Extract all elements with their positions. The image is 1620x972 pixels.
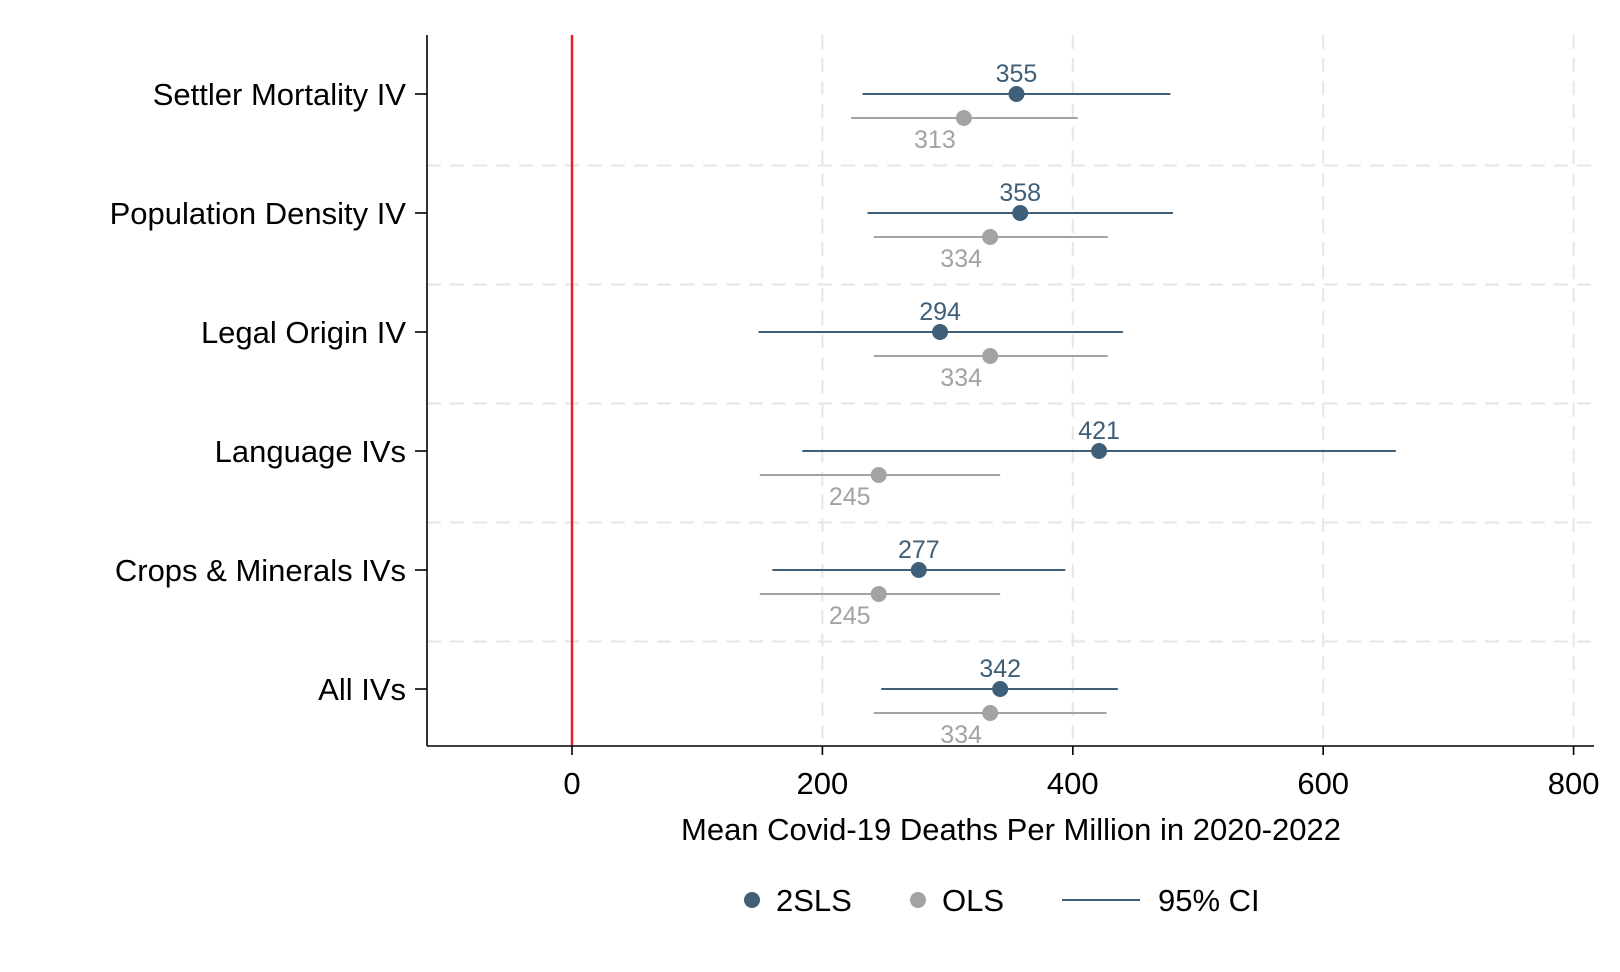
estimate-marks: 355 313 358 334 294 334 421 245 277 245 342 334 — [758, 60, 1396, 749]
data-label-ols: 313 — [914, 126, 956, 154]
y-category-label: Legal Origin IV — [201, 315, 406, 350]
y-category-label: Population Density IV — [110, 196, 407, 231]
point-ols — [982, 229, 999, 245]
axes: 0 200 400 600 800 Settler Mortality IV Populat… — [110, 35, 1600, 801]
legend: 2SLS OLS 95% CI — [744, 883, 1260, 918]
data-label-ols: 334 — [940, 721, 982, 749]
point-2sls — [910, 562, 927, 578]
point-2sls — [1091, 443, 1108, 459]
legend-marker-2sls — [744, 892, 760, 908]
point-2sls — [932, 324, 949, 340]
point-ols — [982, 705, 999, 721]
x-tick-label: 200 — [797, 766, 849, 801]
point-2sls — [992, 681, 1009, 697]
point-2sls — [1008, 86, 1025, 102]
x-axis-title: Mean Covid-19 Deaths Per Million in 2020… — [681, 812, 1341, 847]
y-category-label: Language IVs — [215, 434, 406, 469]
x-tick-label: 400 — [1047, 766, 1099, 801]
point-ols — [982, 348, 999, 364]
data-label-2sls: 342 — [979, 655, 1021, 683]
legend-label-ci: 95% CI — [1158, 883, 1260, 918]
x-tick-label: 0 — [563, 766, 580, 801]
grid-lines — [427, 35, 1594, 746]
data-label-ols: 334 — [940, 245, 982, 273]
point-ols — [870, 586, 887, 602]
legend-label-ols: OLS — [942, 883, 1004, 918]
y-category-label: Settler Mortality IV — [153, 77, 407, 112]
legend-marker-ols — [910, 892, 926, 908]
y-category-label: Crops & Minerals IVs — [115, 553, 406, 588]
point-ols — [870, 467, 887, 483]
legend-label-2sls: 2SLS — [776, 883, 852, 918]
data-label-ols: 245 — [829, 483, 871, 511]
data-label-2sls: 355 — [996, 60, 1038, 88]
data-label-2sls: 277 — [898, 536, 940, 564]
data-label-2sls: 421 — [1078, 417, 1120, 445]
data-label-ols: 334 — [940, 364, 982, 392]
x-tick-label: 800 — [1548, 766, 1600, 801]
data-label-2sls: 294 — [919, 298, 961, 326]
point-ols — [955, 110, 972, 126]
point-2sls — [1012, 205, 1029, 221]
data-label-ols: 245 — [829, 602, 871, 630]
data-label-2sls: 358 — [999, 179, 1041, 207]
y-category-label: All IVs — [318, 672, 406, 707]
x-tick-label: 600 — [1297, 766, 1349, 801]
